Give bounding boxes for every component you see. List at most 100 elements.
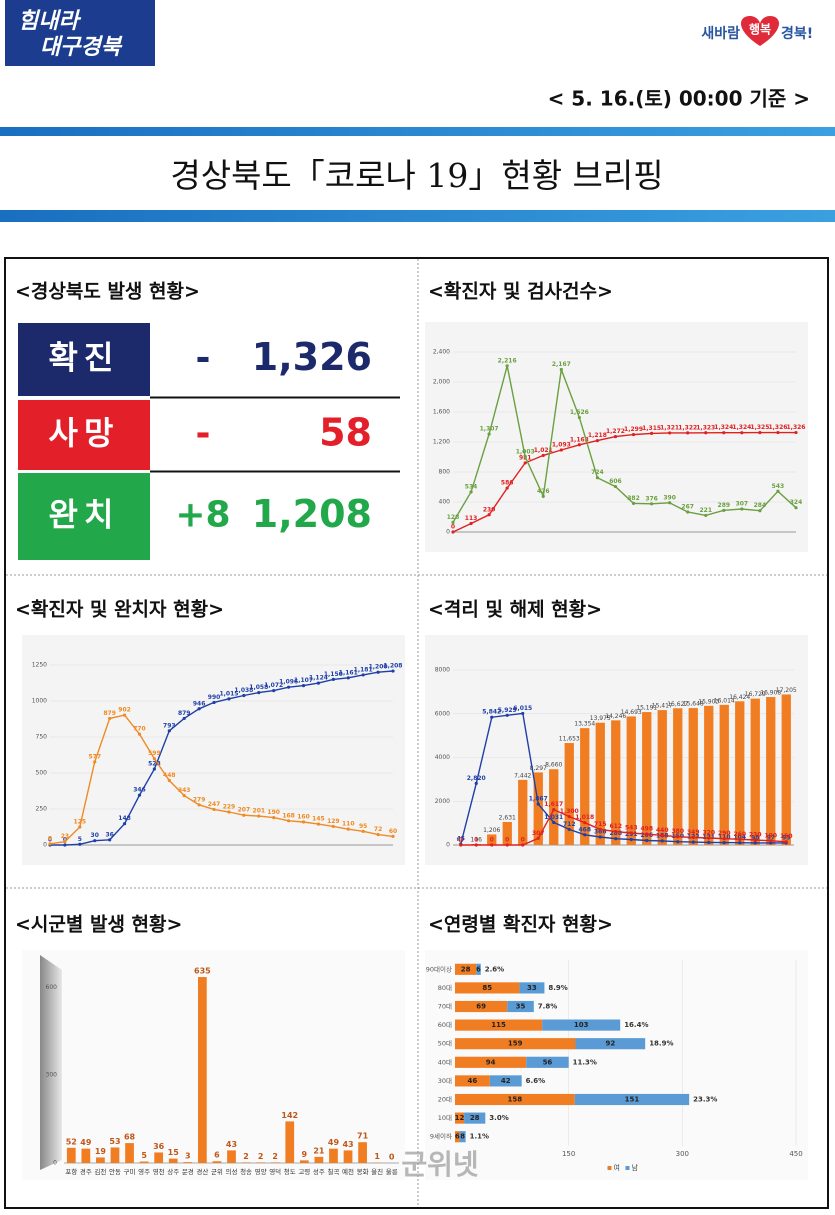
point	[78, 843, 81, 846]
point	[645, 839, 648, 842]
data-label: 612	[609, 823, 622, 830]
point	[302, 684, 305, 687]
bar	[183, 1162, 192, 1163]
data-label: 498	[640, 826, 653, 833]
data-label: 2,631	[499, 814, 516, 821]
data-label: 382	[627, 495, 640, 502]
data-label: 229	[223, 804, 236, 811]
point	[632, 502, 635, 505]
data-label: 72	[374, 826, 382, 833]
data-label: 5	[78, 836, 82, 843]
bar	[344, 1150, 353, 1163]
point	[108, 838, 111, 841]
point	[93, 839, 96, 842]
y-tick-label: 20대	[438, 1096, 452, 1104]
x-tick-label: 포항	[65, 1167, 77, 1176]
point	[794, 506, 797, 509]
bar	[256, 1162, 265, 1163]
point	[738, 841, 741, 844]
x-tick-label: 영덕	[269, 1167, 281, 1176]
panel-title: <확진자 및 완치자 현황>	[15, 598, 224, 621]
point	[78, 825, 81, 828]
data-label: 190	[764, 832, 777, 839]
point	[168, 779, 171, 782]
data-label: 15	[168, 1148, 180, 1157]
y-tick-label: 60대	[438, 1021, 452, 1029]
point	[568, 815, 571, 818]
data-label: 279	[193, 796, 206, 803]
data-label: 230	[749, 831, 762, 838]
bar	[154, 1152, 163, 1163]
bar	[140, 1162, 149, 1163]
bar	[704, 706, 713, 845]
y-tick-label: 1000	[32, 698, 47, 705]
data-label: 8	[48, 835, 52, 842]
point	[488, 513, 491, 516]
data-label: 1,093	[552, 442, 571, 449]
point	[614, 485, 617, 488]
data-label: 376	[645, 495, 658, 502]
legend-label: 남	[632, 1163, 639, 1172]
share-label: 2.6%	[485, 965, 504, 973]
y-tick-label: 0	[53, 1160, 57, 1167]
point	[692, 840, 695, 843]
watermark: 군위넷	[401, 1148, 478, 1181]
data-label: 42	[501, 1077, 511, 1085]
bar	[720, 705, 729, 845]
data-label: 6	[476, 965, 481, 973]
data-label: 28	[470, 1114, 480, 1122]
x-tick-label: 300	[676, 1150, 689, 1158]
data-label: 380	[671, 828, 684, 835]
data-label: 113	[465, 515, 478, 522]
point	[212, 808, 215, 811]
y-tick-label: 90대이상	[426, 964, 452, 973]
point	[153, 757, 156, 760]
point	[754, 838, 757, 841]
point	[542, 454, 545, 457]
bar	[96, 1157, 105, 1163]
point	[391, 835, 394, 838]
data-label: 207	[238, 807, 251, 814]
bar	[735, 701, 744, 845]
y-tick-label: 40대	[438, 1058, 452, 1066]
point	[63, 840, 66, 843]
point	[138, 794, 141, 797]
data-label: 159	[508, 1040, 523, 1048]
data-label: 92	[605, 1040, 615, 1048]
data-label: 56	[543, 1058, 553, 1066]
y-tick-label: 2,000	[433, 379, 450, 386]
stat-change: -	[196, 413, 211, 454]
point	[317, 823, 320, 826]
bar	[198, 977, 207, 1163]
x-tick-label: 봉화	[357, 1168, 369, 1176]
point	[153, 767, 156, 770]
point	[287, 686, 290, 689]
point	[391, 669, 394, 672]
y-tick-label: 30대	[438, 1077, 452, 1085]
data-label: 543	[625, 825, 638, 832]
data-label: 94	[486, 1058, 496, 1066]
x-tick-label: 경산	[196, 1167, 208, 1176]
point	[552, 808, 555, 811]
point	[740, 431, 743, 434]
data-label: 11,653	[559, 736, 580, 743]
point	[242, 694, 245, 697]
data-label: 95	[359, 823, 367, 830]
data-label: 440	[656, 827, 669, 834]
point	[740, 507, 743, 510]
data-label: 8,660	[545, 762, 562, 769]
data-label: 49	[328, 1138, 340, 1147]
legend-swatch	[626, 1166, 630, 1170]
x-tick-label: 의성	[226, 1167, 238, 1176]
header-bar	[0, 127, 835, 136]
date: < 5. 16.(토) 00:00 기준 >	[548, 87, 810, 111]
point	[451, 521, 454, 524]
bar	[81, 1149, 90, 1163]
stat-change: -	[196, 338, 211, 379]
y-tick-label: 1,600	[433, 409, 450, 416]
point	[302, 820, 305, 823]
point	[560, 368, 563, 371]
point	[123, 822, 126, 825]
point	[704, 514, 707, 517]
point	[524, 455, 527, 458]
